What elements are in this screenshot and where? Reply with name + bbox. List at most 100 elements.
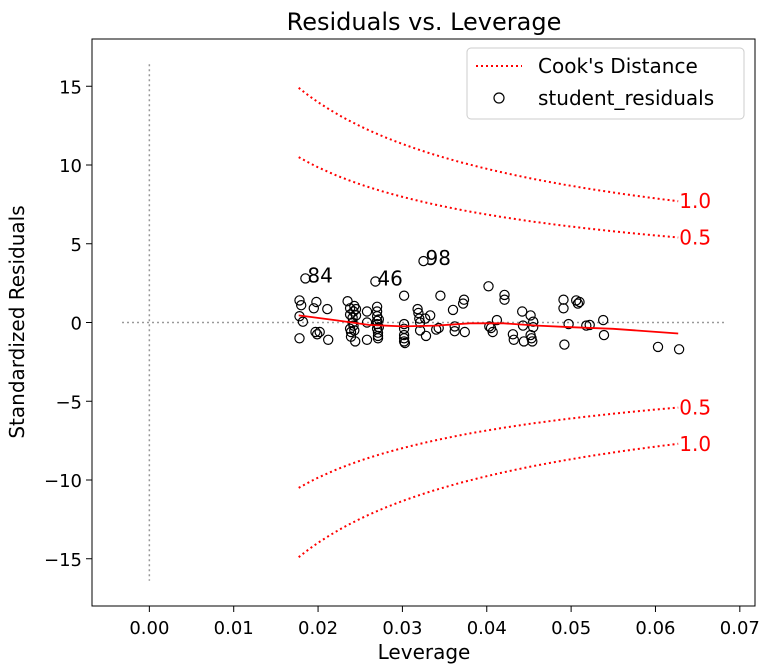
residual-point: [398, 329, 410, 341]
point-annotation: 98: [426, 246, 451, 270]
point-annotation: 84: [307, 263, 332, 287]
x-tick-label: 0.07: [720, 618, 760, 639]
residual-point: [373, 322, 384, 333]
x-tick-label: 0.06: [635, 618, 675, 639]
residual-point: [314, 326, 325, 338]
residual-point: [350, 336, 361, 347]
residual-point: [499, 294, 510, 305]
residual-point: [350, 303, 362, 315]
residual-point: [508, 334, 519, 345]
residual-point: [350, 310, 362, 321]
x-tick-label: 0.01: [214, 618, 254, 639]
residual-point: [323, 334, 334, 345]
residual-point: [300, 273, 311, 284]
residual-point: [598, 329, 610, 341]
residual-point: [457, 298, 469, 309]
legend-student-residuals-label: student_residuals: [538, 86, 714, 110]
residual-point: [370, 276, 381, 287]
residual-point: [420, 330, 432, 342]
residual-point: [673, 344, 685, 355]
residual-point: [652, 341, 664, 353]
residual-point: [528, 322, 539, 333]
residual-point: [574, 296, 585, 308]
x-axis-label: Leverage: [378, 640, 471, 664]
residual-point: [483, 281, 494, 292]
residual-point: [342, 296, 353, 307]
cooks-distance-curve-label: 0.5: [679, 396, 711, 420]
y-axis-label: Standardized Residuals: [5, 205, 29, 438]
legend-student-residuals-swatch: [493, 92, 505, 104]
residual-point: [435, 290, 446, 301]
axes: 0.00 0.01 0.02 0.03 0.04 0.05 0.06 0.07 −15 −10 −5…: [44, 38, 760, 639]
cooks-distance-curve-label: 1.0: [679, 432, 711, 456]
x-tick-label: 0.00: [129, 618, 169, 639]
residual-point: [458, 294, 470, 305]
residual-point: [372, 333, 384, 344]
cooks-distance-curve: [298, 442, 679, 558]
residual-point: [572, 298, 584, 309]
residual-point: [528, 316, 539, 327]
residual-point: [559, 339, 570, 350]
residual-point: [312, 329, 323, 340]
residual-point: [517, 306, 528, 317]
y-tick-label: −10: [44, 471, 82, 492]
residual-point: [361, 317, 373, 328]
residual-point: [372, 327, 384, 338]
residual-point: [361, 334, 373, 345]
point-annotation: 46: [377, 267, 402, 291]
residual-point: [398, 290, 410, 301]
legend-frame: [466, 47, 745, 120]
x-tick-label: 0.04: [467, 618, 507, 639]
residual-point: [433, 322, 444, 334]
residual-point: [294, 295, 305, 306]
lowess-line: [298, 314, 679, 335]
residual-point: [598, 314, 609, 326]
x-tick-label: 0.03: [382, 618, 422, 639]
residual-point: [297, 316, 309, 327]
residual-point: [348, 320, 359, 331]
legend: Cook's Distance student_residuals: [466, 47, 745, 120]
y-tick-label: 5: [71, 235, 82, 256]
y-tick-label: 0: [71, 314, 82, 335]
residual-point: [459, 326, 470, 338]
residual-point: [296, 300, 307, 311]
plot-area: 1.0 0.5 0.5 1.0 84 46 98: [122, 64, 725, 581]
y-tick-label: 10: [59, 156, 82, 177]
residual-point: [491, 314, 503, 326]
residual-point: [487, 326, 498, 338]
residual-point: [361, 306, 373, 317]
residual-point: [447, 304, 459, 316]
x-tick-label: 0.05: [551, 618, 591, 639]
residual-point: [558, 303, 569, 314]
y-tick-label: 15: [59, 77, 82, 98]
x-tick-label: 0.02: [298, 618, 338, 639]
residual-point: [373, 314, 384, 325]
residual-point: [449, 321, 460, 332]
residual-point: [484, 321, 495, 332]
y-tick-label: −15: [44, 550, 82, 571]
residual-point: [398, 318, 410, 330]
residual-point: [344, 309, 356, 320]
cooks-distance-curve: [298, 156, 679, 239]
residual-point: [418, 255, 429, 267]
residual-point: [563, 318, 574, 330]
cooks-distance-curve-label: 1.0: [679, 189, 711, 213]
residual-point: [414, 313, 425, 324]
chart-title: Residuals vs. Leverage: [287, 8, 562, 36]
residual-point: [349, 325, 360, 336]
residual-point: [308, 303, 319, 314]
residual-point: [311, 296, 322, 308]
legend-cooks-distance-label: Cook's Distance: [538, 54, 698, 78]
residual-point: [425, 310, 436, 321]
residual-point: [584, 319, 595, 331]
y-tick-label: −5: [55, 392, 82, 413]
cooks-distance-curve: [298, 87, 679, 203]
residual-point: [527, 336, 538, 347]
residual-point: [399, 337, 411, 349]
residual-point: [525, 310, 536, 321]
residual-point: [322, 303, 333, 315]
residual-point: [507, 329, 519, 340]
residual-point: [558, 294, 569, 305]
residual-point: [449, 326, 460, 337]
